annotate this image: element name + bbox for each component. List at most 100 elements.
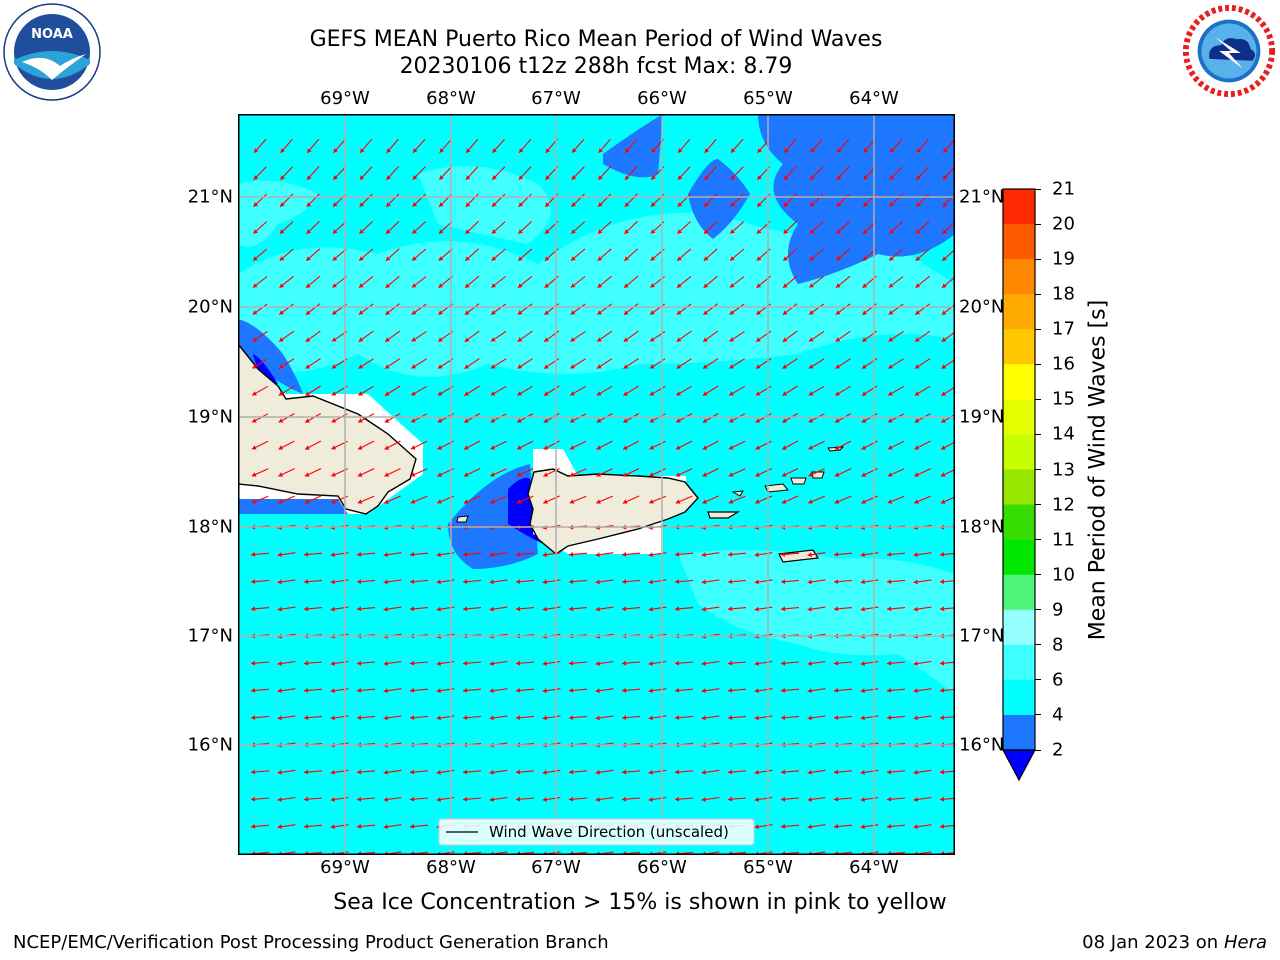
- wave-direction-arrow: [755, 468, 772, 477]
- wave-direction-arrow: [568, 606, 588, 612]
- wave-direction-arrow: [518, 138, 532, 154]
- chart-subtitle: 20230106 t12z 288h fcst Max: 8.79: [399, 54, 793, 79]
- wave-direction-arrow: [596, 385, 613, 396]
- wave-direction-arrow: [914, 385, 931, 396]
- wave-direction-arrow: [595, 796, 614, 802]
- wave-direction-arrow: [701, 688, 720, 694]
- wave-direction-arrow: [781, 468, 799, 477]
- wave-direction-arrow: [833, 824, 853, 829]
- wave-direction-arrow: [383, 660, 402, 666]
- wind-wave-direction-arrows: [250, 138, 954, 854]
- wave-direction-arrow: [728, 468, 746, 477]
- wave-direction-arrow: [543, 468, 560, 477]
- wave-direction-arrow: [727, 579, 747, 584]
- wave-direction-arrow: [780, 715, 800, 720]
- wave-direction-arrow: [754, 495, 773, 504]
- lat-label-left: 18°N: [187, 516, 233, 538]
- lat-label-left: 20°N: [187, 296, 233, 318]
- wave-direction-arrow: [860, 606, 879, 612]
- wave-direction-arrow: [489, 715, 508, 721]
- wave-direction-arrow: [942, 166, 954, 181]
- wave-direction-arrow: [596, 440, 613, 450]
- wave-direction-arrow: [624, 220, 638, 235]
- wave-direction-arrow: [675, 413, 693, 423]
- wave-direction-arrow: [676, 385, 692, 396]
- wave-direction-arrow: [702, 468, 719, 477]
- wave-direction-arrow: [542, 660, 561, 666]
- wave-direction-arrow: [674, 715, 694, 720]
- wave-direction-arrow: [465, 193, 479, 208]
- wave-direction-arrow: [674, 660, 694, 666]
- colorbar-tick: [1035, 188, 1041, 190]
- wave-direction-arrow: [702, 440, 719, 450]
- colorbar-tick-label: 20: [1052, 213, 1075, 235]
- wave-direction-arrow: [409, 660, 429, 666]
- wave-direction-arrow: [649, 468, 666, 477]
- lon-label-top: 66°W: [637, 88, 687, 109]
- lat-label-left: 16°N: [187, 734, 233, 756]
- colorbar-bin: [1003, 539, 1035, 576]
- wave-direction-arrow: [888, 276, 904, 288]
- wave-direction-arrow: [517, 275, 533, 289]
- wave-direction-arrow: [384, 358, 401, 370]
- wave-direction-arrow: [860, 688, 879, 694]
- colorbar-tick: [1035, 609, 1041, 611]
- wave-direction-arrow: [595, 495, 614, 504]
- wave-direction-arrow: [489, 660, 508, 666]
- wave-direction-arrow: [730, 166, 744, 181]
- graticule: [239, 115, 954, 854]
- wave-direction-arrow: [543, 495, 560, 504]
- wave-direction-arrow: [595, 851, 614, 854]
- wave-direction-arrow: [251, 385, 269, 396]
- wave-direction-arrow: [807, 769, 826, 775]
- wave-direction-arrow: [939, 715, 954, 720]
- wave-direction-arrow: [835, 275, 851, 289]
- wave-direction-arrow: [701, 715, 720, 721]
- wave-direction-arrow: [464, 303, 480, 316]
- wave-direction-arrow: [860, 552, 879, 558]
- wave-direction-arrow: [648, 579, 667, 585]
- wave-direction-arrow: [359, 166, 373, 181]
- wave-direction-arrow: [834, 440, 852, 450]
- wave-direction-arrow: [568, 769, 588, 775]
- wave-direction-arrow: [305, 358, 321, 370]
- wave-direction-arrow: [568, 579, 588, 584]
- wave-direction-arrow: [886, 824, 906, 829]
- colorbar-tick-label: 12: [1052, 494, 1075, 516]
- wave-direction-arrow: [808, 440, 825, 450]
- wave-direction-arrow: [702, 385, 719, 397]
- wave-direction-arrow: [889, 166, 903, 181]
- wave-direction-arrow: [886, 769, 906, 775]
- wave-direction-arrow: [518, 221, 532, 235]
- wave-direction-arrow: [648, 851, 667, 854]
- wave-direction-arrow: [356, 796, 376, 802]
- colorbar-tick: [1035, 293, 1041, 295]
- wave-direction-arrow: [916, 138, 929, 154]
- wave-direction-arrow: [356, 579, 376, 584]
- wave-direction-arrow: [939, 688, 954, 693]
- lon-label-bottom: 65°W: [743, 857, 793, 878]
- wave-direction-arrow: [727, 660, 747, 666]
- wave-direction-arrow: [303, 715, 323, 720]
- land-virgin-islands-stcroix: [778, 549, 820, 563]
- wave-direction-arrow: [489, 769, 508, 775]
- lon-label-bottom: 64°W: [849, 857, 899, 878]
- wave-direction-arrow: [305, 275, 321, 289]
- wave-direction-arrow: [518, 166, 532, 181]
- wave-direction-arrow: [465, 138, 479, 154]
- wave-direction-arrow: [304, 495, 322, 504]
- wave-direction-arrow: [860, 851, 879, 854]
- wave-direction-arrow: [306, 138, 320, 154]
- wave-direction-arrow: [569, 468, 587, 477]
- wave-direction-arrow: [781, 440, 799, 450]
- wave-direction-arrow: [780, 579, 800, 584]
- wave-direction-arrow: [888, 221, 904, 235]
- wave-direction-arrow: [515, 715, 535, 720]
- wave-direction-arrow: [411, 303, 427, 315]
- wave-direction-arrow: [754, 715, 773, 721]
- lon-label-bottom: 67°W: [531, 857, 581, 878]
- wave-direction-arrow: [571, 193, 585, 208]
- wave-direction-arrow: [940, 496, 954, 504]
- colorbar-tick: [1035, 504, 1041, 506]
- wave-direction-arrow: [782, 248, 798, 262]
